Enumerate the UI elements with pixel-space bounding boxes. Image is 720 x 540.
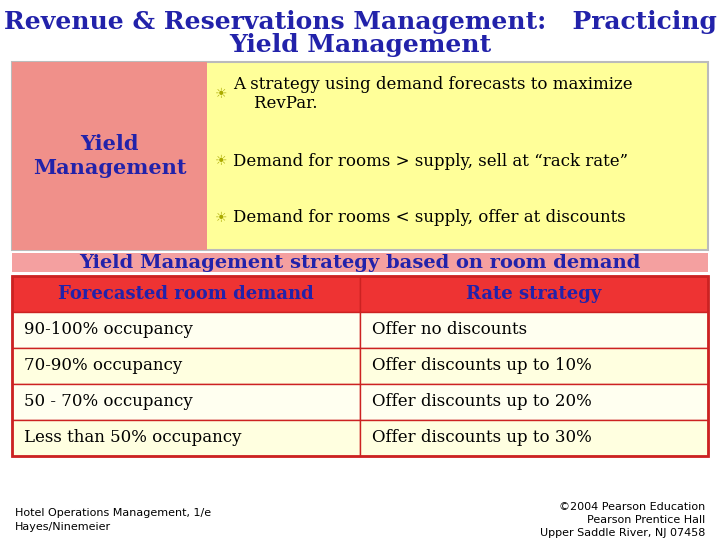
Bar	[12, 276, 708, 456]
Text: Yield Management strategy based on room demand: Yield Management strategy based on room …	[79, 253, 641, 272]
Bar	[360, 276, 708, 312]
Text: Demand for rooms > supply, sell at “rack rate”: Demand for rooms > supply, sell at “rack…	[233, 152, 628, 170]
Bar	[360, 312, 708, 348]
Bar	[360, 384, 708, 420]
Bar	[12, 276, 360, 312]
Text: Forecasted room demand: Forecasted room demand	[58, 285, 314, 303]
Text: 70-90% occupancy: 70-90% occupancy	[24, 357, 182, 375]
Text: ☀: ☀	[215, 211, 228, 225]
Text: ©2004 Pearson Education
Pearson Prentice Hall
Upper Saddle River, NJ 07458: ©2004 Pearson Education Pearson Prentice…	[539, 502, 705, 538]
Text: ☀: ☀	[215, 154, 228, 168]
Text: Offer discounts up to 10%: Offer discounts up to 10%	[372, 357, 592, 375]
Text: Less than 50% occupancy: Less than 50% occupancy	[24, 429, 241, 447]
Text: Hotel Operations Management, 1/e
Hayes/Ninemeier: Hotel Operations Management, 1/e Hayes/N…	[15, 508, 211, 531]
Text: Yield Management: Yield Management	[229, 33, 491, 57]
Bar	[12, 384, 360, 420]
Bar	[12, 62, 708, 250]
Text: Offer discounts up to 20%: Offer discounts up to 20%	[372, 394, 592, 410]
Bar	[12, 420, 360, 456]
Text: Offer no discounts: Offer no discounts	[372, 321, 527, 339]
Bar	[360, 348, 708, 384]
Bar	[12, 348, 360, 384]
Text: A strategy using demand forecasts to maximize
    RevPar.: A strategy using demand forecasts to max…	[233, 76, 633, 112]
Bar	[12, 312, 360, 348]
Bar	[360, 420, 708, 456]
Text: Demand for rooms < supply, offer at discounts: Demand for rooms < supply, offer at disc…	[233, 210, 626, 226]
Text: Revenue & Reservations Management:   Practicing: Revenue & Reservations Management: Pract…	[4, 10, 716, 34]
Text: 50 - 70% occupancy: 50 - 70% occupancy	[24, 394, 193, 410]
Text: 90-100% occupancy: 90-100% occupancy	[24, 321, 193, 339]
Text: Offer discounts up to 30%: Offer discounts up to 30%	[372, 429, 592, 447]
Bar	[12, 253, 708, 272]
Text: Yield
Management: Yield Management	[32, 134, 186, 178]
Text: ☀: ☀	[215, 87, 228, 101]
Bar	[12, 62, 207, 250]
Text: Rate strategy: Rate strategy	[467, 285, 602, 303]
